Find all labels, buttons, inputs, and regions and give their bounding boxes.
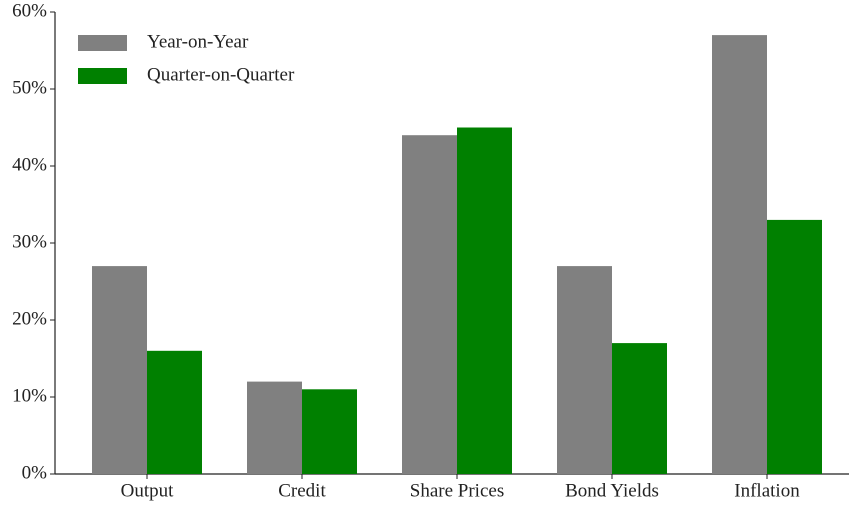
y-tick-label: 30% <box>12 231 47 252</box>
legend-label: Quarter-on-Quarter <box>147 64 295 85</box>
x-tick-label: Share Prices <box>410 480 504 501</box>
bar <box>712 35 767 474</box>
x-tick-label: Credit <box>278 480 326 501</box>
x-tick-label: Output <box>121 480 175 501</box>
bar <box>92 266 147 474</box>
y-tick-label: 20% <box>12 308 47 329</box>
y-tick-label: 10% <box>12 385 47 406</box>
y-tick-label: 0% <box>22 462 48 483</box>
legend-label: Year-on-Year <box>147 31 249 52</box>
y-tick-label: 40% <box>12 154 47 175</box>
bar <box>557 266 612 474</box>
bar <box>302 389 357 474</box>
bar <box>767 219 822 474</box>
x-tick-label: Bond Yields <box>565 480 659 501</box>
x-tick-label: Inflation <box>734 480 800 501</box>
legend-swatch <box>78 68 127 84</box>
bar <box>247 381 302 474</box>
legend-swatch <box>78 35 127 51</box>
bar <box>402 135 457 474</box>
bar <box>147 350 202 474</box>
bar <box>457 127 512 474</box>
y-tick-label: 50% <box>12 77 47 98</box>
y-tick-label: 60% <box>12 0 47 21</box>
bar <box>612 343 667 474</box>
